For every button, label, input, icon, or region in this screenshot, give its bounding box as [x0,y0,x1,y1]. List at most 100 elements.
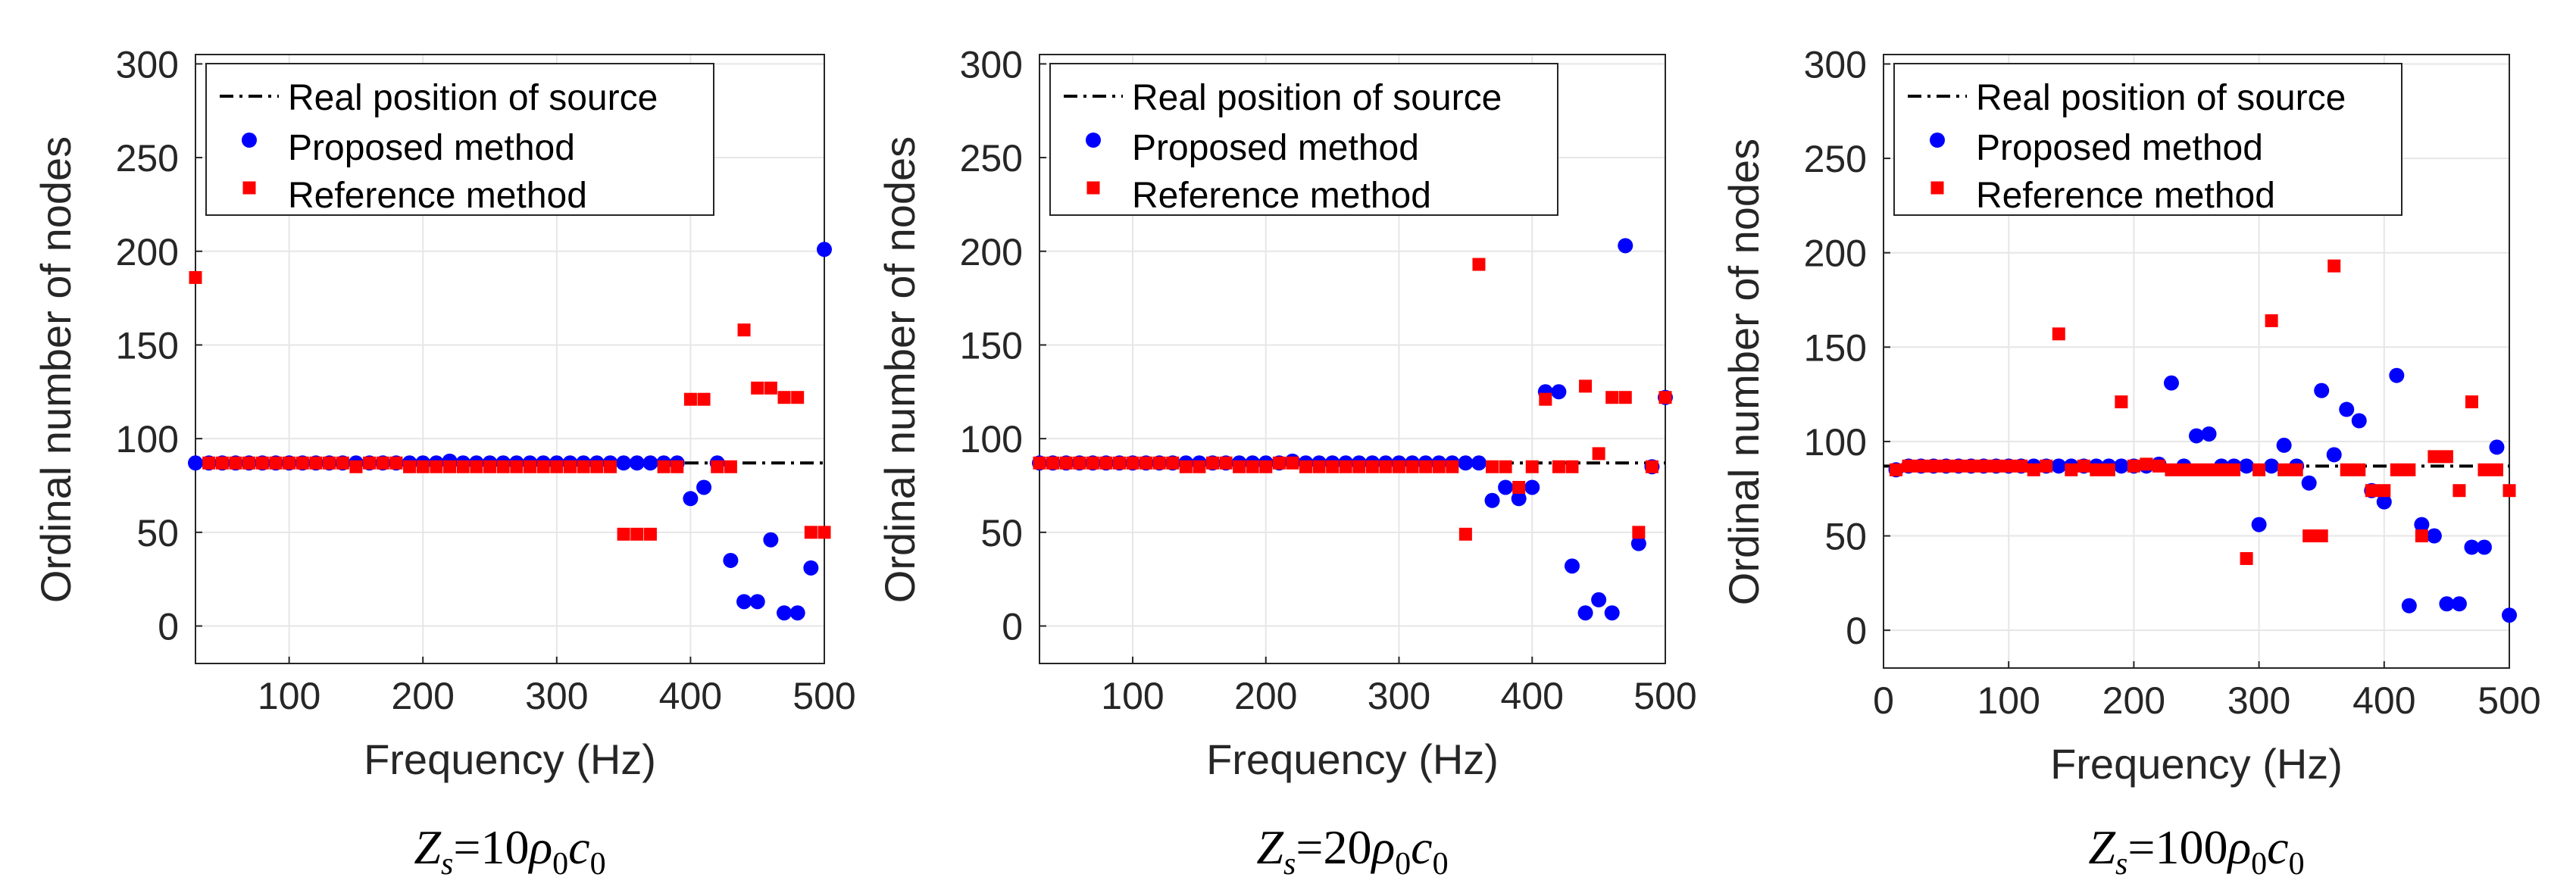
panel-caption: Zs=10ρ0c0 [414,820,605,882]
point-proposed [777,605,792,621]
chart-panel-zs10: 100 200 300 400 500 0 50 100 150 200 250 300 Frequen… [32,43,856,882]
point-reference [683,392,697,406]
point-proposed [2502,607,2517,623]
point-reference [1658,391,1672,404]
point-reference [363,456,377,470]
y-tick-label: 0 [1846,610,1867,652]
point-reference [1393,460,1406,473]
point-proposed [1630,535,1646,551]
point-reference [536,460,550,473]
point-reference [1915,459,1928,473]
point-reference [804,526,818,539]
y-tick-label: 50 [980,512,1023,554]
legend-label: Real position of source [288,78,658,118]
y-tick-label: 50 [136,512,179,554]
point-reference [2340,463,2353,476]
point-proposed [2189,428,2204,444]
point-reference [1539,392,1552,406]
x-tick-label: 400 [659,675,722,717]
point-proposed [1591,592,1607,607]
point-reference [2177,463,2190,476]
point-reference [1312,460,1326,473]
point-proposed [2201,426,2217,442]
point-reference [1419,460,1433,473]
point-reference [603,460,617,473]
y-tick-label: 300 [960,43,1023,86]
point-reference [1112,456,1126,470]
point-reference [1326,460,1340,473]
point-reference [1605,391,1619,404]
point-reference [2390,463,2403,476]
point-reference [2377,484,2391,498]
point-proposed [817,242,832,258]
x-axis-label: Frequency (Hz) [1206,735,1499,783]
chart-panel-zs20: 100 200 300 400 500 0 50 100 150 200 250 300 Frequen… [876,43,1697,882]
point-proposed [1511,491,1527,507]
legend-box [1049,63,1558,216]
point-reference [389,456,403,470]
point-proposed [1618,238,1633,254]
point-reference [1579,379,1593,393]
legend-box [205,63,714,216]
point-reference [1179,460,1193,473]
point-reference [724,460,737,473]
point-reference [2265,314,2278,327]
point-proposed [2389,367,2405,383]
caption-c: c [1411,820,1432,874]
point-reference [376,456,389,470]
point-reference [215,456,229,470]
point-reference [1565,460,1579,473]
point-reference [2352,463,2366,476]
point-reference [2315,529,2328,543]
point-proposed [629,455,645,471]
point-reference [1525,460,1539,473]
point-reference [1927,459,1940,473]
point-reference [2040,459,2053,473]
x-tick-label: 500 [792,675,855,717]
axes-frame [1039,54,1666,664]
point-reference [2165,463,2178,476]
point-reference [229,456,242,470]
point-reference [1059,456,1073,470]
point-reference [2202,463,2216,476]
point-proposed [642,455,658,471]
axes-frame [195,54,825,664]
point-proposed [1458,455,1474,471]
point-reference [1902,459,1915,473]
point-reference [1152,456,1166,470]
point-proposed [1551,384,1567,400]
point-proposed [736,594,752,610]
point-reference [697,392,711,406]
point-proposed [2113,458,2129,474]
point-reference [1965,459,1978,473]
point-reference [295,456,309,470]
point-reference [1365,460,1379,473]
point-reference [2327,259,2341,273]
point-proposed [696,479,712,495]
y-tick-label: 100 [116,418,179,460]
caption-c: c [2267,820,2288,874]
point-reference [1940,459,1953,473]
point-reference [1458,527,1472,541]
legend-reference-swatch [242,181,256,195]
point-proposed [2326,447,2342,463]
point-reference [2090,463,2103,476]
point-reference [2490,463,2503,476]
legend-proposed-swatch [242,133,257,148]
point-proposed [1524,479,1540,495]
x-axis-label: Frequency (Hz) [364,735,656,783]
point-reference [1166,456,1180,470]
point-proposed [616,455,632,471]
point-reference [349,460,363,473]
point-reference [590,460,604,473]
point-reference [336,456,349,470]
legend-label: Real position of source [1976,78,2346,118]
point-reference [443,460,457,473]
caption-sub-0b: 0 [2289,847,2305,882]
point-proposed [1604,605,1620,621]
point-proposed [2051,458,2067,474]
y-tick-label: 250 [116,137,179,180]
point-proposed [2314,382,2330,398]
point-reference [2215,463,2228,476]
